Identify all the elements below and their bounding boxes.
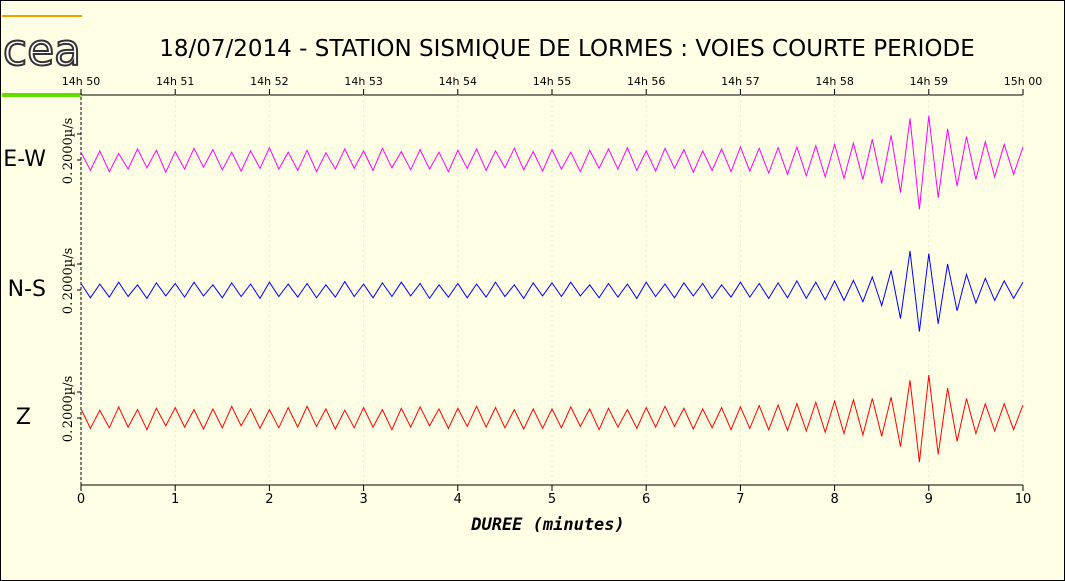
x-tick-label: 5 xyxy=(548,492,556,507)
x-tick-label: 6 xyxy=(642,492,650,507)
top-tick-label: 14h 52 xyxy=(250,75,288,88)
y-tick-label: 0. xyxy=(61,302,76,314)
y-tick-label: 2000µ/s xyxy=(61,248,76,301)
y-tick-label: 0. xyxy=(61,172,76,184)
logo: cea xyxy=(3,25,81,76)
y-tick-label: 0. xyxy=(61,430,76,442)
x-tick-label: 4 xyxy=(454,492,462,507)
x-axis-label: DUREE (minutes) xyxy=(470,515,625,535)
trace xyxy=(80,375,1024,463)
series-label: E-W xyxy=(3,147,46,172)
x-tick-label: 7 xyxy=(736,492,744,507)
top-tick-label: 14h 56 xyxy=(627,75,665,88)
top-tick-label: 14h 58 xyxy=(815,75,853,88)
x-tick-label: 9 xyxy=(925,492,933,507)
y-tick-label: 2000µ/s xyxy=(61,376,76,429)
x-tick-label: 2 xyxy=(265,492,273,507)
top-tick-label: 14h 54 xyxy=(439,75,477,88)
top-tick-label: 14h 50 xyxy=(62,75,100,88)
x-tick-label: 3 xyxy=(359,492,367,507)
trace xyxy=(80,250,1024,332)
top-tick-label: 14h 59 xyxy=(910,75,948,88)
trace xyxy=(80,115,1024,210)
x-tick-label: 0 xyxy=(77,492,85,507)
top-tick-label: 15h 00 xyxy=(1004,75,1042,88)
y-tick-label: 2000µ/s xyxy=(61,118,76,171)
series-label: Z xyxy=(16,405,31,430)
chart-title: 18/07/2014 - STATION SISMIQUE DE LORMES … xyxy=(159,36,975,62)
top-tick-label: 14h 57 xyxy=(721,75,759,88)
top-tick-label: 14h 53 xyxy=(344,75,382,88)
x-tick-label: 10 xyxy=(1015,492,1032,507)
series-label: N-S xyxy=(8,277,46,302)
x-tick-label: 8 xyxy=(830,492,838,507)
x-tick-label: 1 xyxy=(171,492,179,507)
top-tick-label: 14h 55 xyxy=(533,75,571,88)
top-tick-label: 14h 51 xyxy=(156,75,194,88)
